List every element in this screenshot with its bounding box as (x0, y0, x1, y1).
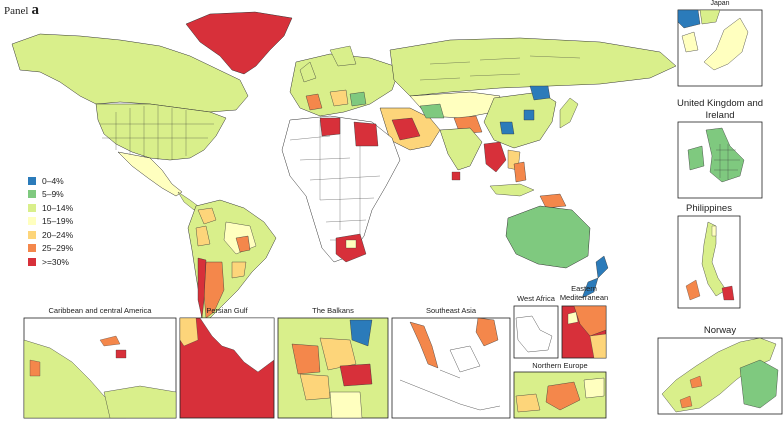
legend-item: 0–4% (28, 174, 73, 188)
china (483, 91, 557, 149)
legend-label: 5–9% (42, 189, 64, 200)
legend-item: 10–14% (28, 201, 73, 215)
legend-item: 15–19% (28, 215, 73, 229)
north-america-north (11, 33, 249, 113)
india (439, 127, 483, 171)
legend-label: >=30% (42, 256, 69, 267)
panel-label-text: Panel (4, 5, 29, 17)
legend-swatch (28, 203, 36, 212)
inset-title-southeast-asia: Southeast Asia (425, 306, 477, 315)
legend-item: >=30% (28, 255, 73, 269)
legend-item: 25–29% (28, 242, 73, 256)
inset-title-persian-gulf: Persian Gulf (206, 306, 248, 315)
legend-swatch (28, 190, 36, 199)
legend-swatch (28, 217, 36, 226)
inset-title-west-africa: West Africa (517, 294, 555, 303)
inset-title-northern-europe: Northern Europe (532, 361, 588, 370)
legend-label: 0–4% (42, 175, 64, 186)
legend-item: 5–9% (28, 188, 73, 202)
legend-label: 25–29% (42, 243, 74, 254)
legend-swatch (28, 230, 36, 239)
legend-item: 20–24% (28, 228, 73, 242)
new-zealand (581, 255, 609, 299)
inset-title-japan: Japan (710, 0, 730, 7)
legend-swatch (28, 176, 36, 185)
usa (95, 103, 227, 161)
egypt (353, 121, 379, 147)
inset-title-uk-ireland: United Kingdom and Ireland (676, 98, 764, 121)
inset-title-eastern-med: Eastern Mediterranean (559, 284, 609, 302)
inset-title-norway: Norway (703, 325, 737, 336)
australia (505, 205, 591, 269)
legend-swatch (28, 244, 36, 253)
legend-swatch (28, 257, 36, 266)
legend: 0–4% 5–9% 10–14% 15–19% 20–24% 25–29% >=30% (28, 174, 73, 269)
legend-label: 15–19% (42, 216, 74, 227)
inset-title-caribbean: Caribbean and central America (48, 306, 152, 315)
panel-letter: a (31, 2, 39, 18)
greenland (185, 11, 293, 75)
panel-label: Panel a (4, 2, 39, 19)
inset-title-balkans: The Balkans (312, 306, 354, 315)
inset-title-philippines: Philippines (686, 203, 732, 214)
legend-label: 20–24% (42, 229, 74, 240)
legend-label: 10–14% (42, 202, 74, 213)
